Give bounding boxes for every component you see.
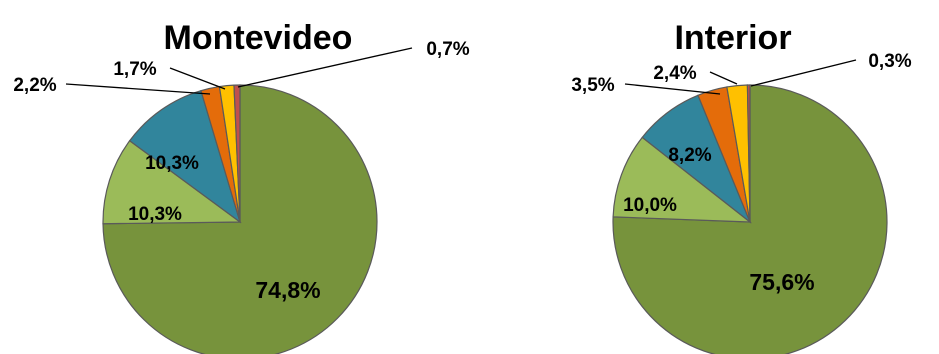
- pie-chart-montevideo: 74,8% 10,3% 10,3% 2,2% 1,7% 0,7% Montevideo: [13, 19, 470, 354]
- montevideo-leader-line-4: [169, 67, 226, 90]
- interior-leader-line-5: [750, 59, 857, 87]
- interior-data-label-3: 3,5%: [571, 75, 614, 96]
- montevideo-data-label-3: 2,2%: [13, 75, 56, 96]
- interior-leader-line-4: [709, 71, 738, 85]
- interior-data-label-4: 2,4%: [653, 63, 696, 84]
- interior-slice-1: [612, 136, 752, 223]
- montevideo-data-label-5: 0,7%: [426, 39, 469, 60]
- montevideo-slice-2: [128, 89, 242, 224]
- pie-chart-interior: 75,6% 10,0% 8,2% 3,5% 2,4% 0,3% Interior: [571, 19, 912, 354]
- interior-chart-title: Interior: [674, 19, 791, 57]
- montevideo-slice-1: [102, 139, 242, 225]
- montevideo-slice-0: [102, 84, 378, 354]
- montevideo-leader-line-5: [237, 47, 413, 88]
- montevideo-leader-line-3: [65, 83, 211, 95]
- montevideo-data-label-2: 10,3%: [145, 153, 199, 174]
- montevideo-data-label-0: 74,8%: [255, 277, 320, 303]
- montevideo-data-label-1: 10,3%: [128, 204, 182, 225]
- interior-leader-line-3: [624, 83, 721, 95]
- interior-data-label-1: 10,0%: [623, 195, 677, 216]
- montevideo-chart-title: Montevideo: [164, 19, 353, 57]
- interior-data-label-5: 0,3%: [868, 51, 911, 72]
- interior-data-label-0: 75,6%: [749, 269, 814, 295]
- interior-data-label-2: 8,2%: [668, 145, 711, 166]
- montevideo-slice-5: [233, 84, 241, 223]
- montevideo-data-label-4: 1,7%: [113, 59, 156, 80]
- interior-slice-5: [746, 84, 751, 223]
